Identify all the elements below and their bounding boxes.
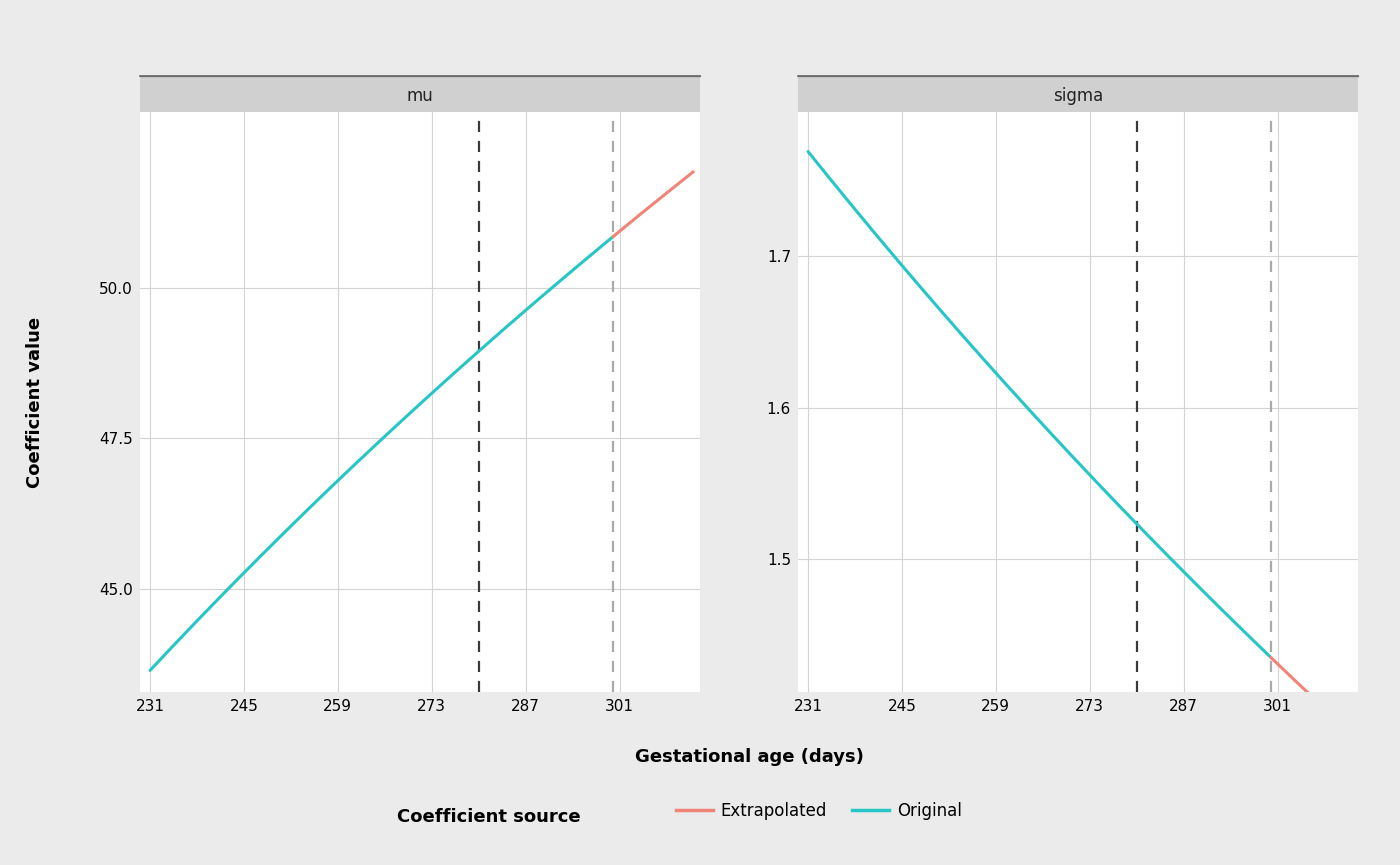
Text: sigma: sigma [1053,87,1103,106]
Text: Coefficient source: Coefficient source [398,809,581,826]
Text: Coefficient value: Coefficient value [27,317,43,488]
Legend: Extrapolated, Original: Extrapolated, Original [669,795,969,826]
Text: Gestational age (days): Gestational age (days) [634,748,864,766]
Text: mu: mu [406,87,434,106]
